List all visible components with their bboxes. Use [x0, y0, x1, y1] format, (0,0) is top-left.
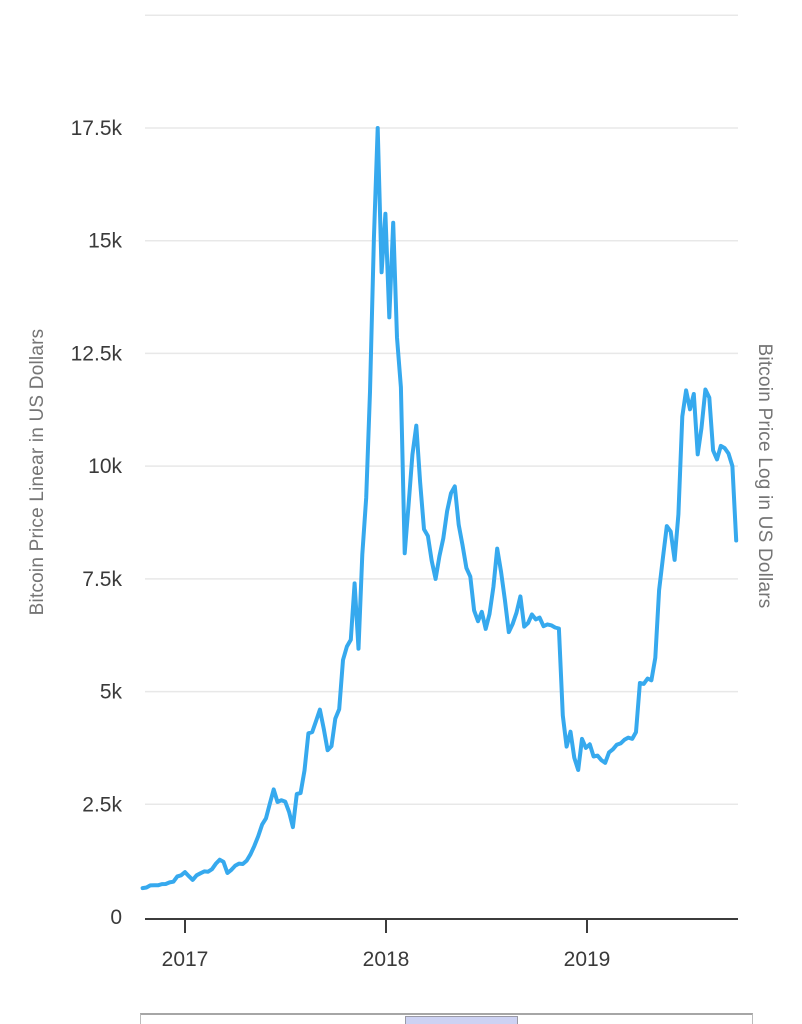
y-axis-tick-label: 2.5k	[82, 793, 122, 816]
range-slider-selection[interactable]	[405, 1016, 518, 1024]
x-axis-tick-label: 2018	[363, 948, 410, 971]
bitcoin-price-line[interactable]	[140, 126, 739, 891]
y-axis-tick-label: 7.5k	[82, 568, 122, 591]
y-axis-tick-label: 10k	[88, 455, 122, 478]
x-axis-tick-label: 2017	[162, 948, 209, 971]
y-axis-tick-label: 5k	[100, 681, 123, 704]
y-axis-tick-label: 0	[110, 906, 122, 929]
y-axis-tick-label: 17.5k	[71, 117, 123, 140]
y-axis-title-right: Bitcoin Price Log in US Dollars	[754, 343, 775, 609]
x-axis-tick-label: 2019	[564, 948, 611, 971]
range-slider-track[interactable]	[140, 1013, 753, 1024]
y-axis-tick-label: 12.5k	[71, 342, 123, 365]
y-axis-title-left: Bitcoin Price Linear in US Dollars	[27, 328, 48, 616]
y-axis-tick-label: 15k	[88, 230, 122, 253]
